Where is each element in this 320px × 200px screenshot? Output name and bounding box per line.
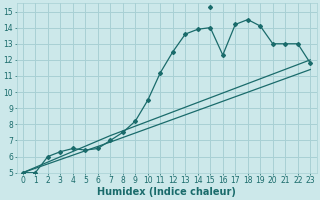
X-axis label: Humidex (Indice chaleur): Humidex (Indice chaleur) — [97, 187, 236, 197]
